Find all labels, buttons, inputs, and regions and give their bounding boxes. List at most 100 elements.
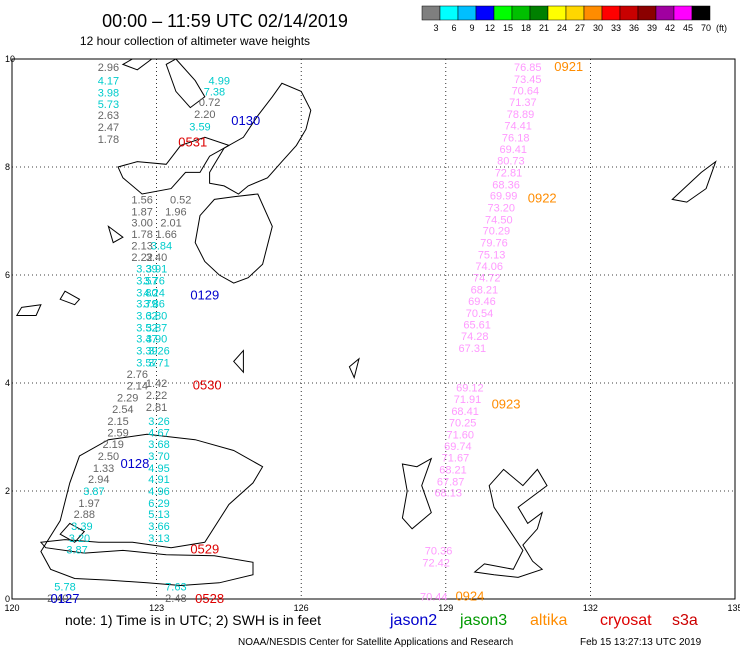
footer-timestamp: Feb 15 13:27:13 UTC 2019: [580, 637, 702, 648]
swh-value: 3.26: [148, 416, 169, 428]
swh-value: 5.73: [98, 99, 119, 111]
swh-value: 3.57: [136, 275, 157, 287]
coastline: [194, 193, 273, 284]
swh-value: 2.59: [107, 428, 128, 440]
legend-bin-label: 27: [575, 23, 585, 33]
track-time-label: 0129: [190, 288, 219, 303]
swh-value: 4.67: [148, 428, 169, 440]
swh-value: 70.44: [420, 591, 448, 603]
x-tick-label: 120: [4, 603, 19, 613]
track-time-labels: 0130 0129 0128 0127 0531 0530 0529 0528 0921 0922…: [51, 59, 584, 606]
swh-value: 7.63: [165, 582, 186, 594]
legend-swatch: [529, 5, 549, 21]
swh-value: 80.73: [497, 156, 525, 168]
swh-value: 71.37: [509, 97, 537, 109]
swh-value: 67.31: [459, 343, 487, 355]
swh-value: 76.85: [514, 62, 542, 74]
swh-value: 3.91: [146, 264, 167, 276]
legend-bin-label: 9: [469, 23, 474, 33]
swh-value: 74.72: [473, 273, 501, 285]
axis-tick-labels: 120 123 126 129 132 135 0 2 4 6 8 10: [4, 54, 740, 613]
swh-value: 6.29: [148, 498, 169, 510]
swh-value: 79.76: [480, 238, 508, 250]
swh-value: 70.25: [449, 417, 477, 429]
x-tick-label: 135: [727, 603, 740, 613]
satellite-legend-item: jason2: [389, 612, 437, 629]
swh-value: 5.78: [54, 582, 75, 594]
swh-value: 71.60: [446, 429, 474, 441]
legend-swatch: [673, 5, 693, 21]
swh-value: 69.46: [468, 296, 496, 308]
swh-value: 3.87: [83, 486, 104, 498]
swh-value: 65.61: [463, 320, 491, 332]
swh-value: 74.50: [485, 214, 513, 226]
swh-value: 3.84: [151, 240, 172, 252]
swh-value: 68.13: [434, 488, 462, 500]
swh-value: 2.29: [117, 393, 138, 405]
legend-bin-label: 45: [683, 23, 693, 33]
coastline: [59, 522, 86, 543]
legend-swatch: [511, 5, 531, 21]
swh-value: 68.21: [439, 464, 467, 476]
track-time-label: 0924: [455, 588, 484, 603]
swh-value: 4.24: [143, 287, 164, 299]
color-scale-legend: 3 6 9 12 15 18 21 24 27 30 33 36 39 42 45 70: [421, 5, 711, 33]
swh-value: 2.63: [98, 110, 119, 122]
y-tick-label: 10: [5, 54, 15, 64]
swh-value: 3.80: [136, 287, 157, 299]
swh-value: 74.41: [504, 120, 532, 132]
swh-value: 3.87: [146, 322, 167, 334]
legend-swatch: [655, 5, 675, 21]
legend-swatch: [601, 5, 621, 21]
swh-value: 3.39: [136, 346, 157, 358]
swh-value: 3.39: [71, 521, 92, 533]
swh-value: 69.12: [456, 382, 484, 394]
legend-swatch: [457, 5, 477, 21]
swh-value: 2.96: [98, 62, 119, 74]
footer-credit: NOAA/NESDIS Center for Satellite Applica…: [238, 637, 513, 648]
coastline: [401, 457, 433, 530]
swh-value: 2.40: [47, 593, 68, 605]
legend-bin-label: 3: [433, 23, 438, 33]
legend-swatch: [565, 5, 585, 21]
legend-unit: (ft): [716, 23, 727, 33]
swh-value: 2.22: [131, 252, 152, 264]
legend-swatch: [439, 5, 459, 21]
track-time-label: 0530: [193, 378, 222, 393]
track-time-label: 0528: [195, 591, 224, 606]
legend-bin-label: 15: [503, 23, 513, 33]
coastline: [348, 357, 360, 380]
swh-value: 4.96: [148, 486, 169, 498]
swh-value: 2.15: [107, 416, 128, 428]
swh-value: 5.13: [148, 509, 169, 521]
swh-value: 2.88: [74, 509, 95, 521]
swh-value: 68.36: [492, 179, 520, 191]
x-tick-label: 132: [583, 603, 598, 613]
swh-value: 3.87: [66, 544, 87, 556]
swh-value: 3.39: [136, 264, 157, 276]
legend-swatch: [619, 5, 639, 21]
swh-value: 68.41: [451, 406, 479, 418]
swh-value: 78.89: [507, 109, 535, 121]
legend-swatch: [493, 5, 513, 21]
satellite-legend-item: altika: [530, 612, 567, 629]
swh-value: 3.13: [148, 533, 169, 545]
swh-value: 1.56: [131, 194, 152, 206]
satellite-legend-item: cryosat: [600, 612, 652, 629]
legend-bin-label: 33: [611, 23, 621, 33]
swh-value: 0.72: [199, 97, 220, 109]
swh-value: 2.22: [146, 390, 167, 402]
coastline: [59, 290, 81, 306]
coastline: [473, 468, 548, 578]
swh-value: 7.38: [204, 86, 225, 98]
swh-value: 73.20: [487, 203, 515, 215]
track-time-label: 0923: [492, 397, 521, 412]
x-tick-label: 129: [438, 603, 453, 613]
y-tick-label: 4: [5, 378, 10, 388]
coastline: [209, 82, 312, 195]
legend-bin-label: 21: [539, 23, 549, 33]
swh-value: 70.54: [466, 308, 494, 320]
swh-value: 76.18: [502, 132, 530, 144]
swh-value: 1.66: [156, 229, 177, 241]
swh-value: 3.00: [131, 218, 152, 230]
